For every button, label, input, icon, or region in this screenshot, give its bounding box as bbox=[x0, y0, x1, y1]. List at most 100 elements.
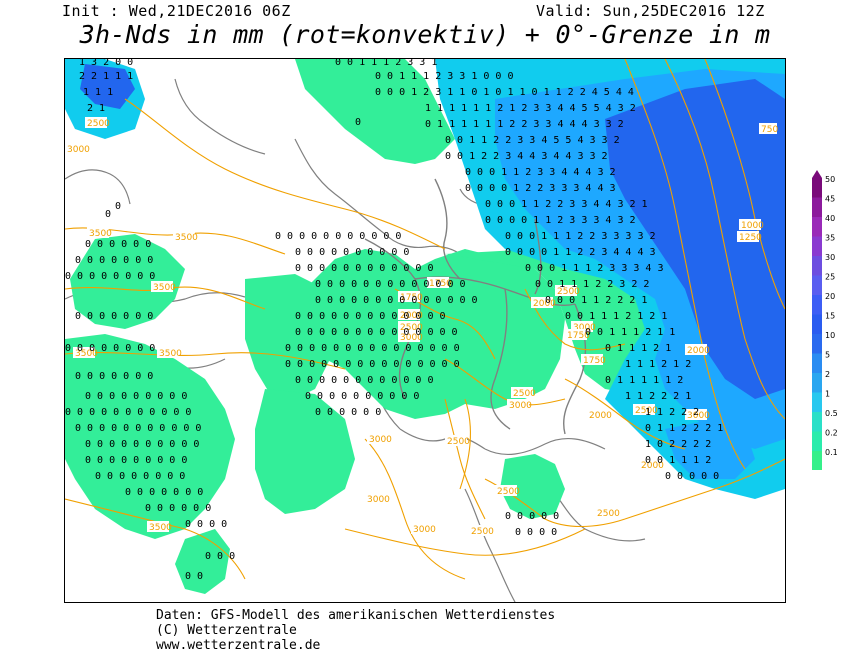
precip-value-row: 0 0 0 0 0 0 0 0 0 0 0 bbox=[65, 407, 191, 418]
contour-label: 2000 bbox=[531, 297, 556, 309]
colorbar-swatch bbox=[812, 256, 822, 276]
colorbar-label: 0.1 bbox=[825, 448, 838, 457]
svg-text:3500: 3500 bbox=[153, 283, 176, 293]
precip-value-row: 0 bbox=[355, 117, 361, 128]
precip-value-row: 2 2 1 1 1 bbox=[79, 71, 133, 82]
contour-label: 3500 bbox=[87, 227, 112, 239]
colorbar-label: 1 bbox=[825, 390, 830, 399]
colorbar-swatch bbox=[812, 314, 822, 334]
svg-text:3500: 3500 bbox=[75, 349, 98, 359]
svg-text:3500: 3500 bbox=[89, 229, 112, 239]
colorbar-swatch bbox=[812, 373, 822, 393]
svg-text:2000: 2000 bbox=[533, 299, 556, 309]
precip-value-row: 0 0 0 0 bbox=[515, 527, 557, 538]
colorbar-swatch bbox=[812, 197, 822, 217]
precip-value-row: 0 0 0 0 0 0 0 bbox=[75, 255, 153, 266]
svg-text:3000: 3000 bbox=[67, 145, 90, 155]
svg-text:2500: 2500 bbox=[471, 527, 494, 537]
svg-text:2500: 2500 bbox=[635, 406, 658, 416]
contour-label: 3000 bbox=[365, 493, 390, 505]
contour-label: 3000 bbox=[398, 331, 423, 343]
contour-label: 3000 bbox=[367, 433, 392, 445]
colorbar-label: 5 bbox=[825, 351, 830, 360]
precip-value-row: 0 bbox=[115, 201, 121, 212]
precip-values: 1 3 2 0 0 2 2 1 1 1 1 1 1 2 1 0 0 1 1 1 2 3 … bbox=[65, 59, 723, 582]
svg-text:3000: 3000 bbox=[367, 495, 390, 505]
footer-url: www.wetterzentrale.de bbox=[156, 638, 321, 653]
precip-value-row: 0 0 1 1 1 2 2 3 2 2 bbox=[535, 279, 649, 290]
precip-value-row: 0 0 0 0 0 0 0 0 0 bbox=[85, 391, 187, 402]
contour-label: 1750 bbox=[581, 354, 606, 366]
svg-text:2500: 2500 bbox=[597, 509, 620, 519]
precip-value-row: 0 0 0 0 0 0 0 0 0 0 bbox=[305, 391, 419, 402]
contour-label: 1750 bbox=[565, 329, 590, 341]
init-time: Init : Wed,21DEC2016 06Z bbox=[62, 2, 291, 20]
contour-label: 3500 bbox=[73, 347, 98, 359]
precip-value-row: 0 0 0 0 0 0 bbox=[85, 239, 151, 250]
colorbar-label: 50 bbox=[825, 175, 835, 184]
svg-text:3500: 3500 bbox=[149, 523, 172, 533]
contour-label: 3000 bbox=[685, 409, 710, 421]
contour-label: 3500 bbox=[147, 521, 172, 533]
precip-value-row: 0 0 0 1 1 2 3 3 4 4 4 3 2 bbox=[465, 167, 616, 178]
svg-text:3000: 3000 bbox=[400, 333, 423, 343]
colorbar-label: 15 bbox=[825, 312, 835, 321]
footer-copyright: (C) Wetterzentrale bbox=[156, 623, 297, 638]
precip-value-row: 1 1 2 2 2 1 bbox=[625, 391, 691, 402]
svg-text:2000: 2000 bbox=[400, 311, 423, 321]
precip-value-row: 1 1 2 2 2 bbox=[645, 407, 699, 418]
precip-value-row: 0 0 0 0 0 0 0 bbox=[125, 487, 203, 498]
contour-label: 2500 bbox=[511, 387, 536, 399]
contour-label: 3500 bbox=[151, 281, 176, 293]
contour-label: 1750 bbox=[398, 291, 423, 303]
contour-label: 2500 bbox=[85, 117, 110, 129]
precip-value-row: 1 1 1 bbox=[83, 87, 113, 98]
contour-label-group: 2500 3000 3500 3500 3500 3500 3500 1750 … bbox=[65, 117, 778, 537]
precip-value-row: 0 0 0 0 0 0 0 bbox=[75, 311, 153, 322]
colorbar-label: 35 bbox=[825, 234, 835, 243]
svg-text:2500: 2500 bbox=[557, 287, 580, 297]
svg-text:3000: 3000 bbox=[509, 401, 532, 411]
colorbar-label: 40 bbox=[825, 214, 835, 223]
colorbar-label: 30 bbox=[825, 253, 835, 262]
precip-value-row: 0 0 0 0 0 0 0 0 0 0 0 0 bbox=[295, 263, 433, 274]
colorbar-label: 25 bbox=[825, 273, 835, 282]
contour-label: 3500 bbox=[173, 231, 198, 243]
svg-text:2500: 2500 bbox=[87, 119, 110, 129]
precip-value-row: 0 bbox=[105, 209, 111, 220]
colorbar-swatch bbox=[812, 295, 822, 315]
svg-text:1750: 1750 bbox=[583, 356, 606, 366]
precip-value-row: 0 0 0 0 0 0 0 0 0 0 0 0 0 0 bbox=[315, 295, 478, 306]
precip-value-row: 0 1 1 1 1 1 2 bbox=[605, 375, 683, 386]
colorbar-swatch bbox=[812, 217, 822, 237]
colorbar-swatch bbox=[812, 178, 822, 198]
precip-value-row: 0 0 0 0 0 0 0 0 0 0 0 bbox=[275, 231, 401, 242]
svg-text:3000: 3000 bbox=[687, 411, 710, 421]
colorbar-arrow bbox=[812, 170, 822, 178]
precip-value-row: 0 0 0 0 0 0 0 0 0 0 0 0 bbox=[295, 375, 433, 386]
precip-value-row: 0 0 bbox=[185, 571, 203, 582]
svg-text:2000: 2000 bbox=[641, 461, 664, 471]
svg-text:2500: 2500 bbox=[447, 437, 470, 447]
precip-value-row: 0 0 0 bbox=[205, 551, 235, 562]
svg-text:1750: 1750 bbox=[567, 331, 590, 341]
svg-text:1750: 1750 bbox=[400, 293, 423, 303]
precip-value-row: 0 0 1 1 2 2 3 3 4 5 5 4 3 3 2 bbox=[445, 135, 620, 146]
precip-value-row: 0 0 0 1 1 2 2 2 1 bbox=[545, 295, 647, 306]
contour-label: 2000 bbox=[587, 409, 612, 421]
contour-label: 1000 bbox=[739, 219, 764, 231]
footer-data-source: Daten: GFS-Modell des amerikanischen Wet… bbox=[156, 608, 556, 623]
svg-text:1000: 1000 bbox=[741, 221, 764, 231]
contour-label: 3000 bbox=[507, 399, 532, 411]
precip-value-row: 1 1 1 1 1 1 2 1 2 3 3 4 4 5 5 4 3 2 bbox=[425, 103, 636, 114]
svg-text:2500: 2500 bbox=[400, 323, 423, 333]
svg-text:3000: 3000 bbox=[413, 525, 436, 535]
precip-value-row: 0 0 0 1 1 2 2 3 3 4 4 3 2 1 bbox=[485, 199, 648, 210]
colorbar-swatch bbox=[812, 275, 822, 295]
precip-value-row: 0 0 0 0 0 0 0 0 0 0 0 bbox=[75, 423, 201, 434]
precip-value-row: 1 1 1 2 1 2 bbox=[625, 359, 691, 370]
contour-label: 2000 bbox=[398, 309, 423, 321]
precip-value-row: 0 0 0 1 1 1 2 3 3 3 4 3 bbox=[525, 263, 663, 274]
precip-value-row: 0 0 0 0 0 0 0 0 0 0 0 0 0 0 0 bbox=[285, 343, 460, 354]
map-title: 3h-Nds in mm (rot=konvektiv) + 0°-Grenze… bbox=[79, 20, 771, 49]
